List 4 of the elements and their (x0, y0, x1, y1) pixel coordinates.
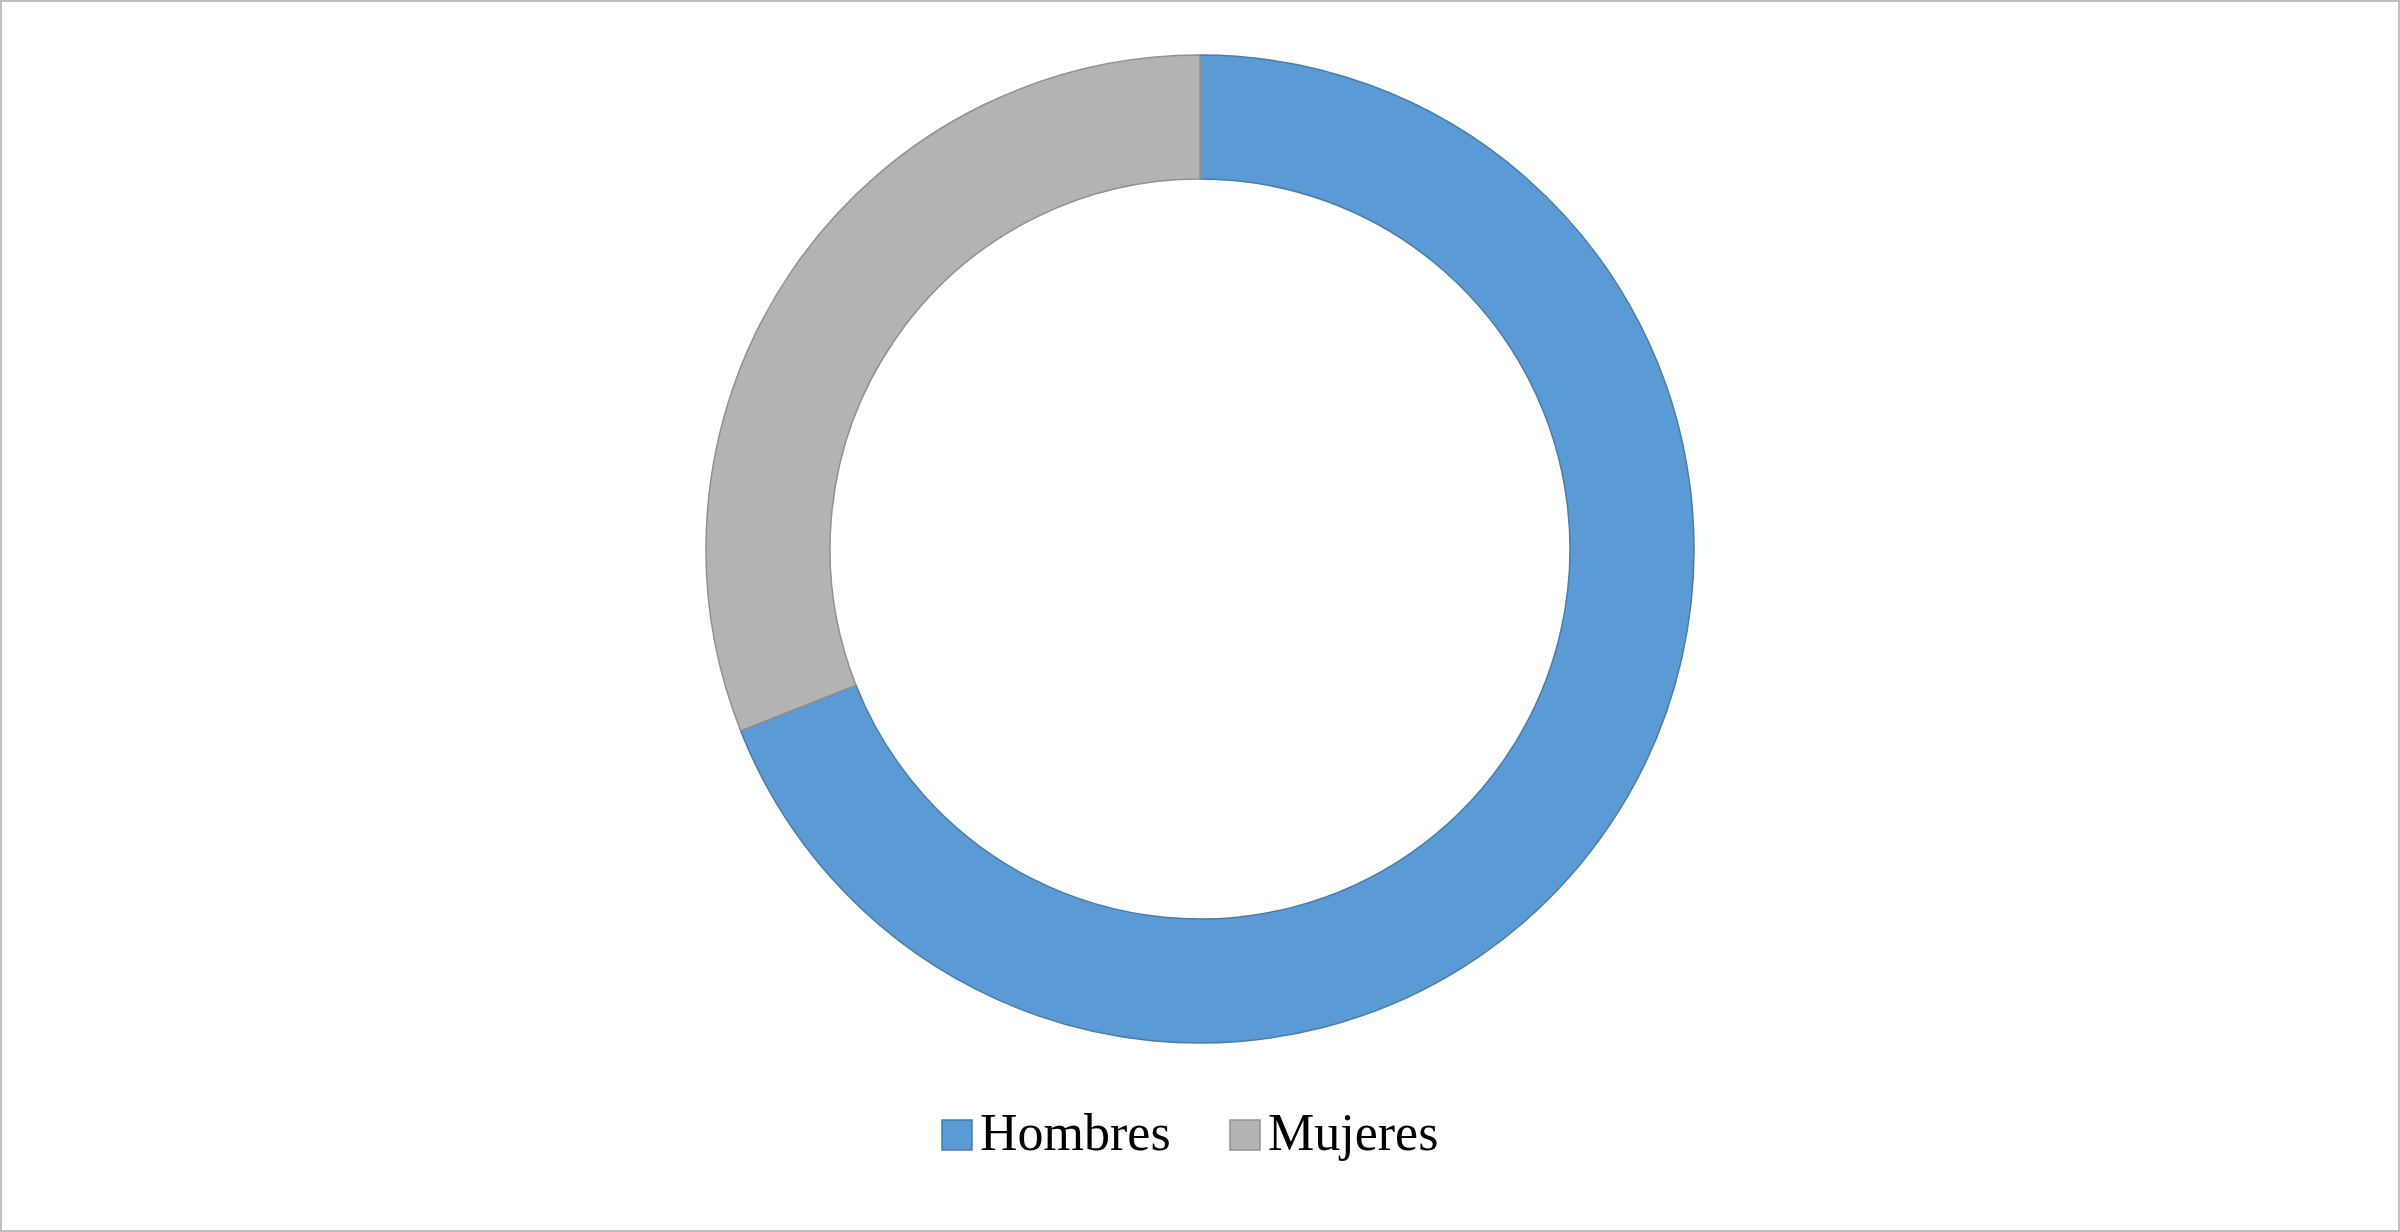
donut-slice (739, 54, 1695, 1044)
legend-label: Mujeres (1268, 1104, 1439, 1161)
donut-slice (705, 54, 1201, 732)
legend-label: Hombres (980, 1104, 1171, 1161)
